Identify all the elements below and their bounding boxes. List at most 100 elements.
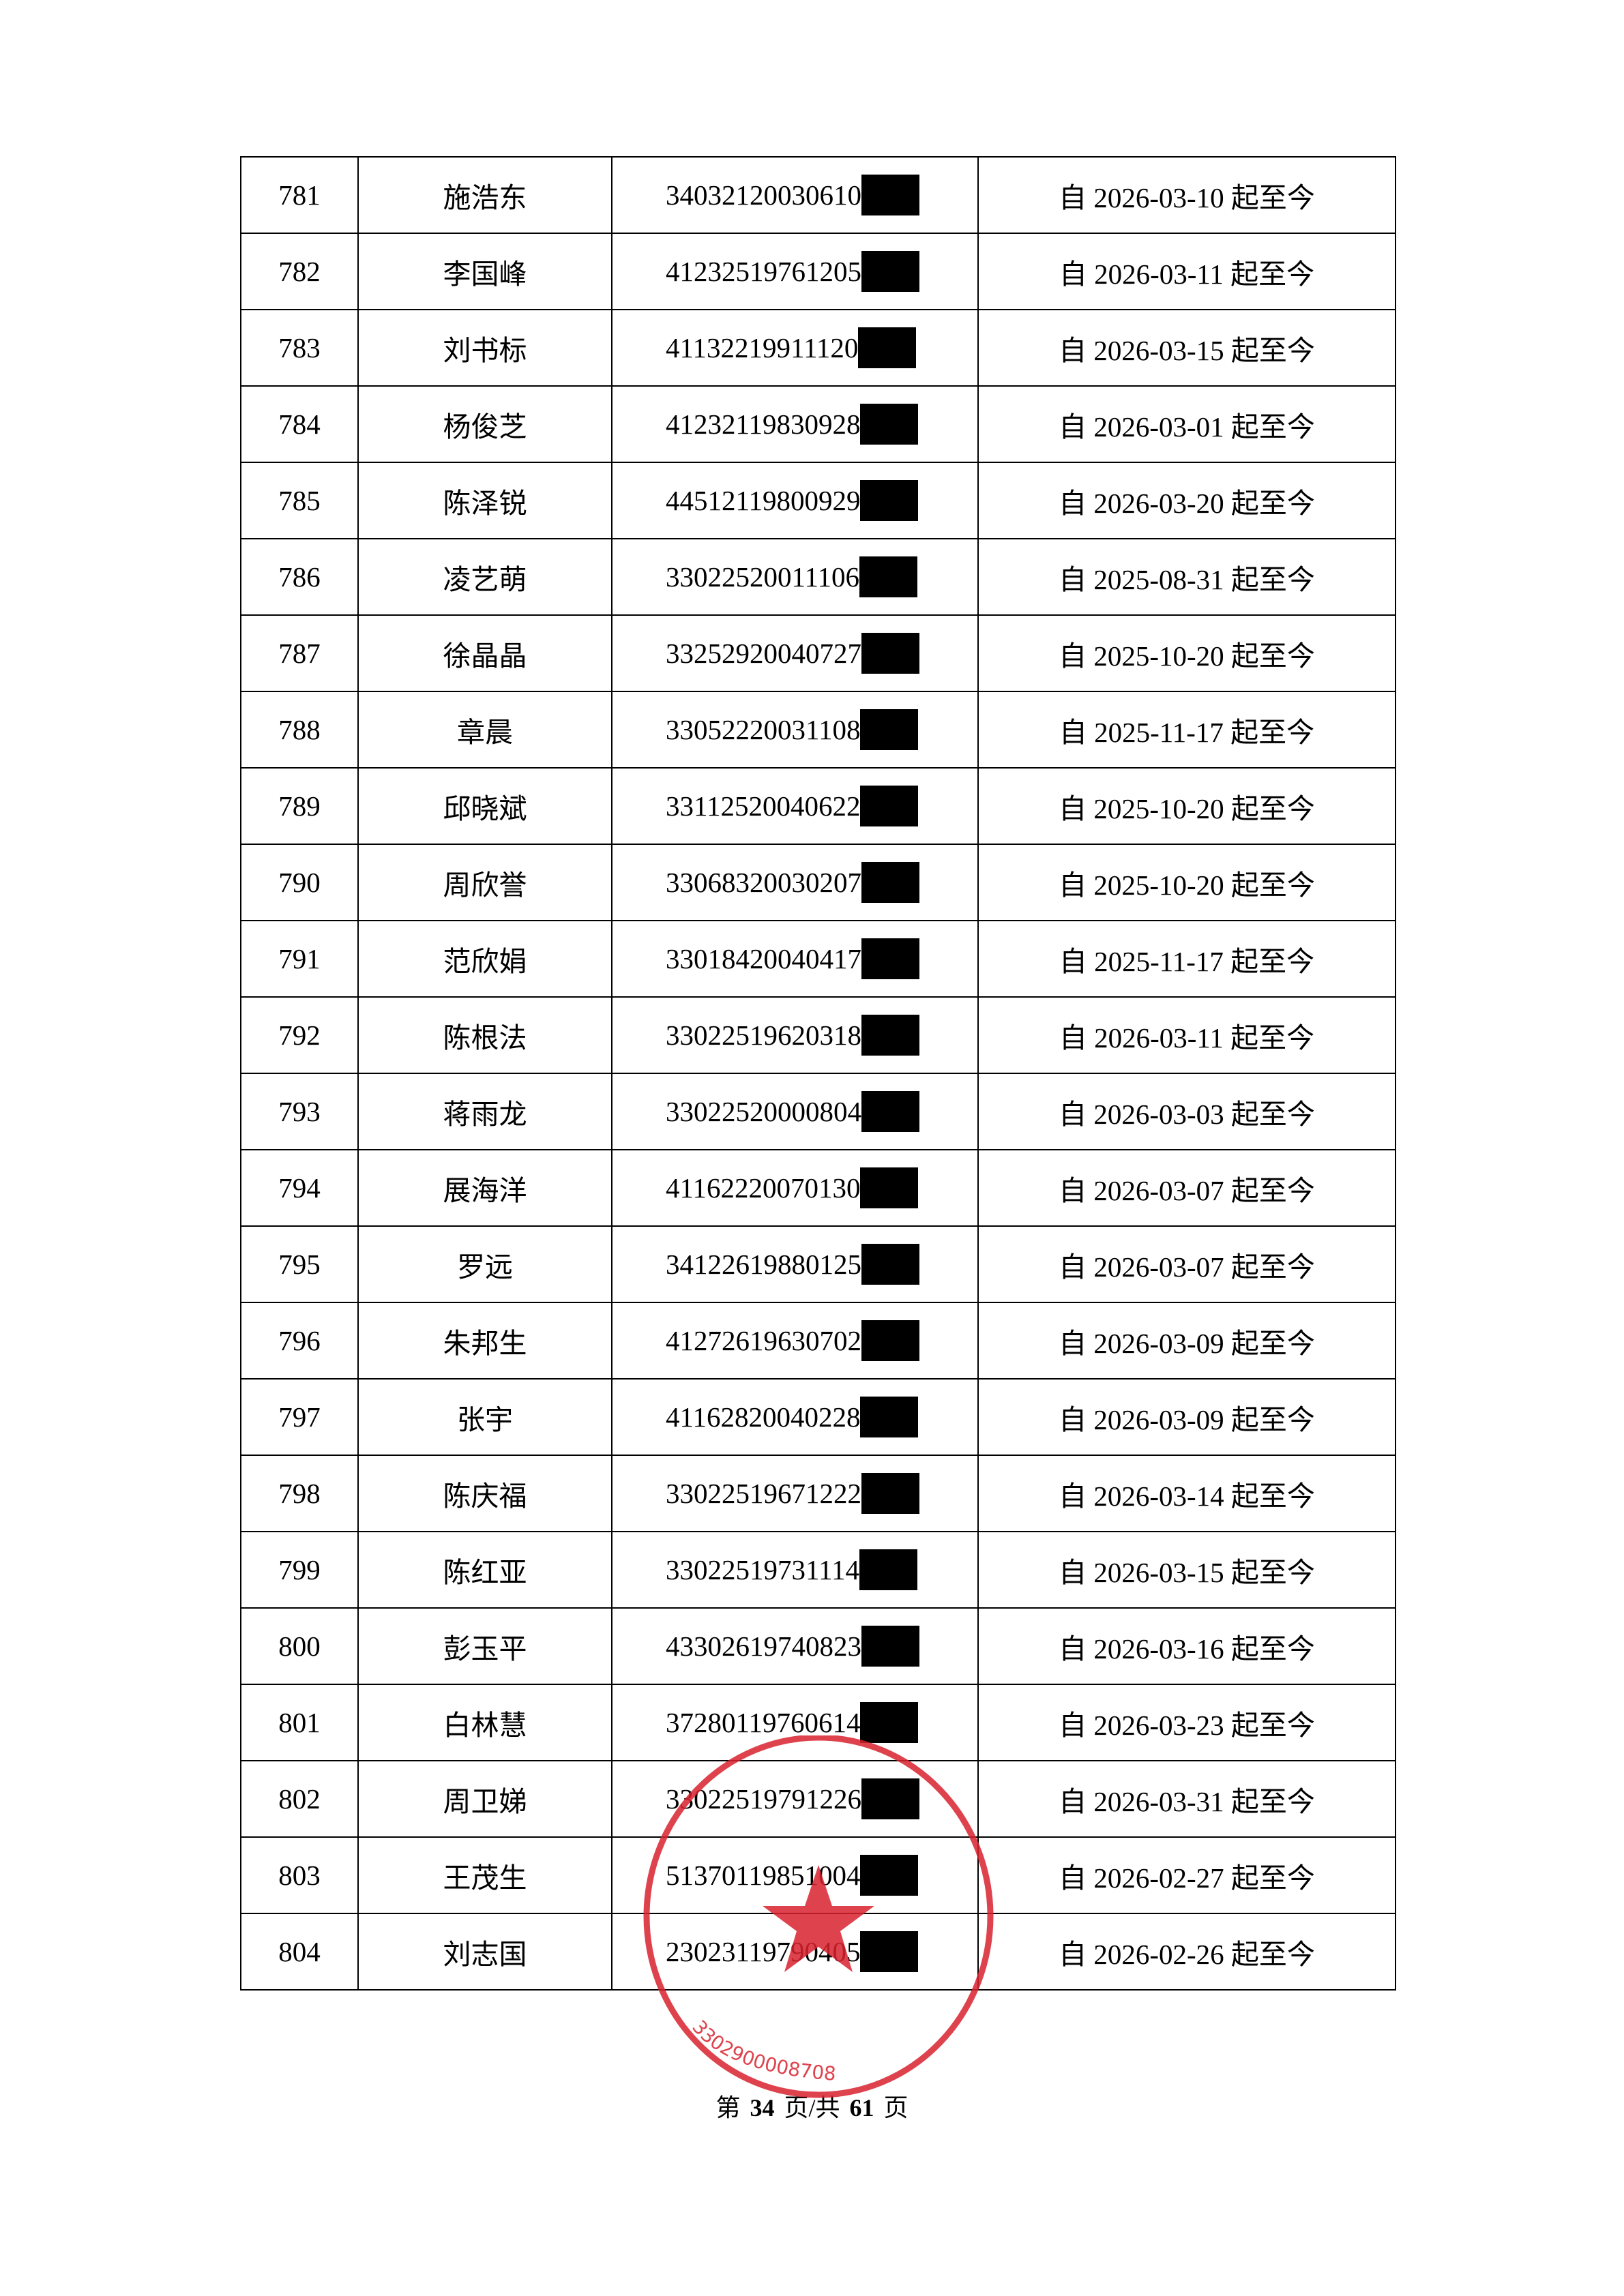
date-range: 自 2025-11-17 起至今 <box>977 920 1396 998</box>
person-name: 周欣誉 <box>357 844 612 921</box>
table-row: 802 周卫娣 33022519791226 自 2026-03-31 起至今 <box>240 1760 1396 1838</box>
table-row: 796 朱邦生 41272619630702 自 2026-03-09 起至今 <box>240 1302 1396 1380</box>
current-page: 34 <box>750 2094 775 2121</box>
id-cell: 51370119851004 <box>611 1836 979 1914</box>
row-number: 781 <box>240 156 359 234</box>
date-range: 自 2025-10-20 起至今 <box>977 844 1396 921</box>
row-number: 793 <box>240 1073 359 1150</box>
id-cell: 33022519791226 <box>611 1760 979 1838</box>
id-cell: 41162220070130 <box>611 1149 979 1227</box>
date-range: 自 2026-03-09 起至今 <box>977 1378 1396 1456</box>
id-cell: 41232519761205 <box>611 233 979 310</box>
redaction-box <box>859 1549 917 1590</box>
row-number: 784 <box>240 385 359 463</box>
page-footer: 第 34 页/共 61 页 <box>0 2088 1624 2123</box>
id-cell: 33112520040622 <box>611 767 979 845</box>
date-range: 自 2026-02-26 起至今 <box>977 1913 1396 1991</box>
table-row: 803 王茂生 51370119851004 自 2026-02-27 起至今 <box>240 1836 1396 1914</box>
person-name: 凌艺萌 <box>357 538 612 616</box>
id-number: 43302619740823 <box>666 1630 861 1662</box>
person-name: 陈泽锐 <box>357 462 612 539</box>
id-number: 33022520000804 <box>666 1096 861 1127</box>
person-name: 彭玉平 <box>357 1607 612 1685</box>
redaction-box <box>860 1397 919 1437</box>
date-range: 自 2026-03-01 起至今 <box>977 385 1396 463</box>
table-row: 781 施浩东 34032120030610 自 2026-03-10 起至今 <box>240 156 1396 234</box>
redaction-box <box>861 1244 919 1285</box>
id-number: 33022519671222 <box>666 1478 861 1509</box>
row-number: 803 <box>240 1836 359 1914</box>
id-cell: 44512119800929 <box>611 462 979 539</box>
person-name: 章晨 <box>357 691 612 769</box>
date-range: 自 2026-02-27 起至今 <box>977 1836 1396 1914</box>
footer-suffix: 页 <box>883 2094 909 2121</box>
row-number: 794 <box>240 1149 359 1227</box>
id-number: 44512119800929 <box>666 485 861 516</box>
date-range: 自 2026-03-31 起至今 <box>977 1760 1396 1838</box>
row-number: 800 <box>240 1607 359 1685</box>
roster-table: 781 施浩东 34032120030610 自 2026-03-10 起至今 782 李… <box>240 156 1396 1991</box>
id-cell: 43302619740823 <box>611 1607 979 1685</box>
date-range: 自 2026-03-20 起至今 <box>977 462 1396 539</box>
person-name: 朱邦生 <box>357 1302 612 1380</box>
table-row: 804 刘志国 23023119790405 自 2026-02-26 起至今 <box>240 1913 1396 1991</box>
person-name: 邱晓斌 <box>357 767 612 845</box>
id-number: 41132219911120 <box>666 332 859 363</box>
person-name: 刘书标 <box>357 309 612 387</box>
date-range: 自 2026-03-11 起至今 <box>977 996 1396 1074</box>
table-row: 801 白林慧 37280119760614 自 2026-03-23 起至今 <box>240 1684 1396 1761</box>
redaction-box <box>861 1473 919 1514</box>
id-cell: 33022520011106 <box>611 538 979 616</box>
row-number: 802 <box>240 1760 359 1838</box>
table-row: 786 凌艺萌 33022520011106 自 2025-08-31 起至今 <box>240 538 1396 616</box>
person-name: 陈根法 <box>357 996 612 1074</box>
id-cell: 41232119830928 <box>611 385 979 463</box>
redaction-box <box>861 1626 919 1667</box>
id-cell: 41132219911120 <box>611 309 979 387</box>
footer-middle: 页/共 <box>784 2094 840 2121</box>
row-number: 787 <box>240 614 359 692</box>
id-number: 41272619630702 <box>666 1325 861 1356</box>
row-number: 797 <box>240 1378 359 1456</box>
row-number: 799 <box>240 1531 359 1609</box>
redaction-box <box>861 633 919 674</box>
person-name: 白林慧 <box>357 1684 612 1761</box>
id-number: 41232519761205 <box>666 256 861 287</box>
id-number: 34122619880125 <box>666 1249 861 1280</box>
svg-text:3302900008708: 3302900008708 <box>688 2016 836 2085</box>
table-row: 797 张宇 41162820040228 自 2026-03-09 起至今 <box>240 1378 1396 1456</box>
row-number: 786 <box>240 538 359 616</box>
redaction-box <box>860 480 919 521</box>
id-cell: 33068320030207 <box>611 844 979 921</box>
person-name: 杨俊芝 <box>357 385 612 463</box>
id-cell: 37280119760614 <box>611 1684 979 1761</box>
table-row: 784 杨俊芝 41232119830928 自 2026-03-01 起至今 <box>240 385 1396 463</box>
person-name: 施浩东 <box>357 156 612 234</box>
redaction-box <box>860 1855 919 1896</box>
table-row: 785 陈泽锐 44512119800929 自 2026-03-20 起至今 <box>240 462 1396 539</box>
id-cell: 34032120030610 <box>611 156 979 234</box>
row-number: 791 <box>240 920 359 998</box>
date-range: 自 2026-03-23 起至今 <box>977 1684 1396 1761</box>
id-number: 41162820040228 <box>666 1401 861 1433</box>
row-number: 795 <box>240 1225 359 1303</box>
date-range: 自 2026-03-07 起至今 <box>977 1225 1396 1303</box>
id-number: 34032120030610 <box>666 179 861 211</box>
redaction-box <box>860 1931 919 1972</box>
redaction-box <box>860 709 919 750</box>
row-number: 782 <box>240 233 359 310</box>
id-number: 33112520040622 <box>666 790 861 822</box>
row-number: 798 <box>240 1455 359 1532</box>
id-number: 33022519791226 <box>666 1783 861 1815</box>
id-cell: 33052220031108 <box>611 691 979 769</box>
redaction-box <box>859 556 917 597</box>
id-cell: 33022519620318 <box>611 996 979 1074</box>
date-range: 自 2026-03-09 起至今 <box>977 1302 1396 1380</box>
date-range: 自 2026-03-07 起至今 <box>977 1149 1396 1227</box>
table-row: 795 罗远 34122619880125 自 2026-03-07 起至今 <box>240 1225 1396 1303</box>
redaction-box <box>860 404 919 445</box>
id-cell: 33252920040727 <box>611 614 979 692</box>
redaction-box <box>861 1320 919 1361</box>
table-row: 783 刘书标 41132219911120 自 2026-03-15 起至今 <box>240 309 1396 387</box>
person-name: 陈庆福 <box>357 1455 612 1532</box>
